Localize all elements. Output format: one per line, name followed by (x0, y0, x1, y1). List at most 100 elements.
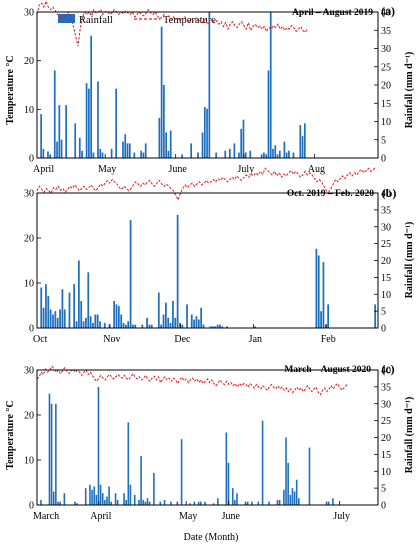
panel-c-rain-bar (114, 493, 117, 505)
panel-b-rain-bar (115, 304, 118, 329)
panel-a-rain-bar (60, 139, 63, 158)
panel-c-rain-bar (234, 499, 236, 505)
panel-a-rain-bar (133, 152, 136, 158)
panel-b-rain-bar (49, 309, 52, 328)
panel-a-temperature-line (36, 0, 308, 47)
panel-b-rain-bar (77, 260, 80, 328)
panel-a-rain-bar (142, 152, 145, 158)
panel-c-rain-bar (108, 486, 110, 505)
panel-c-xtick-label: March (33, 511, 59, 522)
panel-b-rain-bar (315, 248, 318, 328)
panel-b-rain-bar (214, 326, 217, 328)
panel-a-rain-bar (97, 81, 99, 158)
panel-a-rain-bar (263, 152, 265, 158)
panel-a-rain-bar (58, 105, 61, 158)
panel-c-rain-bar (57, 501, 59, 506)
panel-c-ytick-right-label: 40 (381, 366, 391, 377)
panel-a-rain-bar (208, 12, 211, 158)
panel-a-ytick-left-label: 20 (24, 56, 34, 67)
panel-a-rain-bar (288, 150, 290, 158)
panel-b-rain-bar (117, 306, 120, 328)
panel-b-ytick-right-label: 25 (381, 239, 391, 250)
legend-rainfall-label: Rainfall (79, 15, 113, 26)
panel-a-title: April – August 2019 (292, 8, 373, 18)
panel-c-rain-bar (193, 501, 196, 506)
panel-b-rain-bar (94, 314, 97, 328)
panel-b-rain-bar (181, 324, 184, 329)
panel-b-rain-bar (176, 214, 179, 328)
panel-b-rain-bar (146, 317, 148, 329)
panel-c-rain-bar (236, 493, 238, 505)
panel-b-ytick-right-label: 15 (381, 273, 391, 284)
panel-c-rain-bar (110, 501, 113, 506)
panel-c-rain-bar (189, 503, 191, 505)
panel-b-rain-bar (47, 295, 50, 328)
panel-b-rain-bar (212, 326, 214, 328)
panel-b-rain-bar (52, 314, 54, 328)
panel-c: 0 10 20 30 0 5 10 15 20 25 30 35 40 March April May June… (24, 366, 391, 523)
panel-c-rain-bar (163, 499, 166, 505)
panel-c-rain-bar (276, 499, 279, 505)
panel-c-rain-bar (298, 498, 300, 505)
panel-a-rain-bar (128, 143, 131, 158)
panel-c-rain-bar (40, 499, 42, 505)
panel-a-rain-bar (99, 148, 102, 159)
panel-b-rain-bar (190, 314, 193, 328)
panel-b-rain-bar (125, 324, 127, 329)
panel-b-ytick-left-label: 20 (24, 234, 34, 245)
panel-c-rain-bar (291, 488, 294, 506)
panel-a-rain-bar (115, 88, 117, 158)
panel-c-ytick-right-label: 30 (381, 399, 391, 410)
panel-c-rain-bar (99, 484, 102, 505)
panel-a-rain-bar (238, 152, 240, 158)
panel-b-rain-bar (169, 322, 172, 328)
panel-c-rain-bar (95, 494, 98, 506)
panel-c-rain-bar (227, 462, 230, 505)
panel-c-ylabel-left: Temperature °C (5, 400, 16, 469)
panel-a-rain-bar (224, 150, 227, 158)
panel-c-rain-bar (308, 447, 311, 506)
panel-b-rain-bar (174, 317, 177, 329)
panel-c-rain-bar (180, 439, 183, 505)
panel-b-rain-bar (219, 324, 221, 329)
panel-a-xtick-label: April (33, 164, 54, 175)
panel-a-rain-bar (244, 152, 247, 158)
panel-a-rain-bar (278, 150, 281, 158)
panel-a-ytick-right-label: 5 (381, 135, 386, 146)
panel-b-rain-bar (120, 314, 123, 328)
panel-b-rain-bar (87, 272, 90, 328)
panel-a-rain-bar (167, 150, 170, 158)
panel-c-ytick-right-label: 5 (381, 484, 386, 495)
panel-a-rain-bar (269, 12, 272, 158)
panel-a-rain-bar (90, 35, 92, 158)
panel-c-ytick-left-label: 20 (24, 411, 34, 422)
panel-c-rain-bar (283, 489, 285, 505)
panel-a-rain-bar (301, 136, 304, 158)
panel-b-rain-bar (75, 321, 78, 328)
panel-a-rain-bar (265, 154, 268, 158)
panel-c-rain-bar (63, 493, 66, 505)
panel-c-xtick-label: May (179, 511, 197, 522)
panel-c-rain-bar (89, 484, 91, 505)
panel-a-rain-bar (85, 83, 88, 158)
panel-a-ytick-right-label: 35 (381, 26, 391, 37)
panel-a-rain-bar (74, 123, 77, 158)
panel-b-rain-bar (195, 316, 198, 328)
panel-a-rain-bar (233, 143, 236, 158)
panel-b-rain-bar (80, 301, 83, 328)
panel-c-xtick-label: April (90, 511, 111, 522)
panel-c-rain-bar (125, 499, 127, 505)
panel-c-rain-bar (289, 494, 292, 506)
panel-b-rain-bar (172, 301, 174, 328)
panel-a-rain-bar (56, 141, 58, 158)
panel-b-rain-bar (59, 309, 61, 328)
panel-c-rain-bar (285, 437, 287, 505)
panel-c-rain-bar (176, 501, 179, 506)
panel-c-rain-bar (48, 393, 51, 506)
panel-c-xtick-label: June (222, 511, 241, 522)
panel-a-rain-bar (65, 105, 67, 158)
panel-c-ytick-right-label: 20 (381, 433, 391, 444)
panel-c-rain-bar (199, 501, 202, 506)
panel-b-rain-bar (85, 317, 87, 329)
